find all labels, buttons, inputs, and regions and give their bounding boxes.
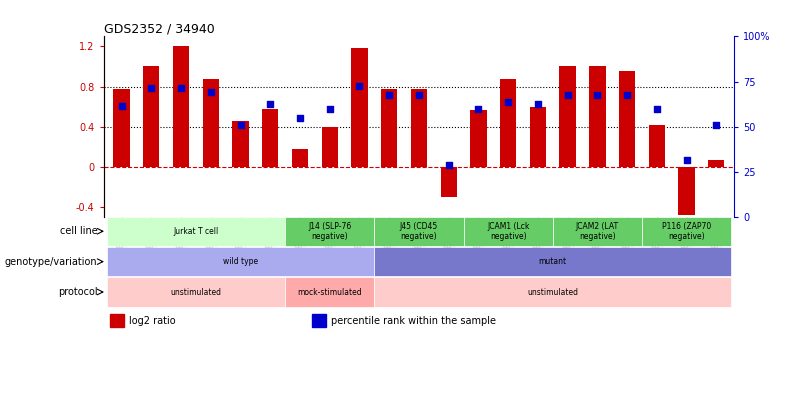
Point — [680, 157, 693, 163]
Bar — [107, 217, 285, 246]
Bar — [110, 313, 124, 327]
Point — [621, 92, 634, 98]
Bar — [143, 66, 160, 166]
Bar — [708, 160, 725, 166]
Bar — [530, 107, 546, 166]
Bar — [107, 277, 285, 307]
Point — [413, 92, 425, 98]
Bar — [649, 125, 665, 166]
Text: unstimulated: unstimulated — [171, 288, 221, 296]
Text: protocol: protocol — [57, 287, 97, 297]
Bar — [374, 247, 731, 276]
Bar — [292, 149, 308, 166]
Text: genotype/variation: genotype/variation — [5, 257, 97, 266]
Text: JCAM1 (Lck
negative): JCAM1 (Lck negative) — [487, 222, 529, 241]
Point — [531, 101, 544, 108]
Bar — [381, 89, 397, 166]
Bar — [553, 217, 642, 246]
Text: JCAM2 (LAT
negative): JCAM2 (LAT negative) — [576, 222, 619, 241]
Point — [561, 92, 574, 98]
Point — [353, 82, 365, 89]
Point — [294, 115, 306, 121]
Point — [204, 89, 217, 96]
Bar — [351, 49, 368, 166]
Bar — [464, 217, 553, 246]
Text: wild type: wild type — [223, 257, 258, 266]
Point — [323, 105, 336, 112]
Bar — [374, 217, 464, 246]
Point — [442, 162, 455, 168]
Bar — [589, 66, 606, 166]
Point — [234, 122, 247, 128]
Point — [145, 85, 158, 92]
Text: mutant: mutant — [539, 257, 567, 266]
Point — [175, 85, 188, 92]
Point — [710, 122, 723, 128]
Text: J45 (CD45
negative): J45 (CD45 negative) — [400, 222, 438, 241]
Bar — [285, 277, 374, 307]
Bar — [619, 72, 635, 166]
Text: mock-stimulated: mock-stimulated — [298, 288, 362, 296]
Point — [472, 105, 485, 112]
Bar — [113, 89, 130, 166]
Bar — [262, 109, 279, 166]
Text: GDS2352 / 34940: GDS2352 / 34940 — [104, 22, 215, 35]
Bar — [312, 313, 326, 327]
Point — [650, 105, 663, 112]
Point — [264, 101, 277, 108]
Bar — [285, 217, 374, 246]
Point — [115, 102, 128, 109]
Point — [383, 92, 396, 98]
Text: percentile rank within the sample: percentile rank within the sample — [330, 316, 496, 326]
Bar — [470, 109, 487, 166]
Point — [591, 92, 604, 98]
Bar — [440, 166, 457, 197]
Bar — [107, 247, 374, 276]
Text: cell line: cell line — [60, 226, 97, 236]
Bar — [173, 47, 189, 166]
Bar — [203, 79, 219, 166]
Bar — [642, 217, 731, 246]
Text: J14 (SLP-76
negative): J14 (SLP-76 negative) — [308, 222, 351, 241]
Text: unstimulated: unstimulated — [527, 288, 579, 296]
Text: Jurkat T cell: Jurkat T cell — [173, 227, 219, 236]
Text: log2 ratio: log2 ratio — [129, 316, 176, 326]
Bar — [500, 79, 516, 166]
Bar — [322, 126, 338, 166]
Bar — [411, 89, 427, 166]
Point — [502, 98, 515, 105]
Bar — [374, 277, 731, 307]
Bar — [559, 66, 576, 166]
Text: P116 (ZAP70
negative): P116 (ZAP70 negative) — [662, 222, 711, 241]
Bar — [232, 121, 249, 166]
Bar — [678, 166, 695, 215]
